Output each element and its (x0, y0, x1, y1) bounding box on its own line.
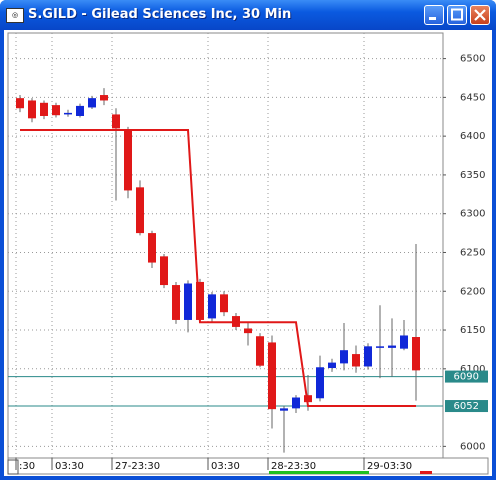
candle-body (400, 335, 408, 349)
price-label: 6090 (454, 372, 479, 383)
y-tick-label: 6350 (460, 170, 485, 181)
price-label: 6052 (454, 401, 479, 412)
scroll-box (7, 459, 19, 475)
y-tick-label: 6300 (460, 209, 485, 220)
candle-body (28, 100, 36, 119)
time-bar (420, 471, 432, 474)
time-bar (269, 471, 369, 474)
candle-body (388, 345, 396, 348)
candle-body (88, 98, 96, 108)
candle-body (76, 105, 84, 116)
x-tick-label: 28-23:30 (271, 461, 316, 472)
candle-body (136, 187, 144, 234)
window-title: S.GILD - Gilead Sciences Inc, 30 Min (28, 7, 292, 22)
minimize-button[interactable] (424, 5, 444, 25)
candle-body (316, 367, 324, 399)
candle-body (256, 336, 264, 366)
candle-body (280, 408, 288, 411)
candle-body (160, 256, 168, 286)
y-tick-label: 6100 (460, 364, 485, 375)
stop-line (20, 128, 416, 408)
chart-area: 6000 6100 6150 6200 6250 6300 6350 6400 6450 6500… (4, 30, 492, 476)
x-tick-label: 03:30 (211, 461, 240, 472)
candle-body (184, 283, 192, 320)
candle-body (52, 105, 60, 116)
candle-body (328, 362, 336, 369)
candle-body (376, 346, 384, 348)
plot-frame (7, 32, 444, 459)
price-label-box (445, 370, 488, 383)
candle-body (364, 346, 372, 367)
y-tick-label: 6500 (460, 54, 485, 65)
candle-body (40, 102, 48, 116)
candle-body (352, 354, 360, 367)
candle-body (412, 337, 420, 371)
candle-body (268, 342, 276, 410)
candle-body (64, 112, 72, 115)
y-tick-label: 6150 (460, 325, 485, 336)
candle-body (220, 294, 228, 313)
candle-body (16, 98, 24, 109)
close-button[interactable] (470, 5, 490, 25)
y-tick-label: 6200 (460, 286, 485, 297)
candle-body (112, 114, 120, 129)
candle-body (100, 95, 108, 101)
title-bar: ◎ S.GILD - Gilead Sciences Inc, 30 Min (0, 0, 496, 30)
x-tick-label: 27-23:30 (115, 461, 160, 472)
candle-body (196, 281, 204, 320)
y-tick-label: 6250 (460, 247, 485, 258)
candle-body (148, 233, 156, 263)
price-label-box (445, 400, 488, 413)
maximize-button[interactable] (447, 5, 467, 25)
y-tick-label: 6400 (460, 131, 485, 142)
candle-body (172, 285, 180, 320)
y-tick-label: 6450 (460, 92, 485, 103)
chart: 6000 6100 6150 6200 6250 6300 6350 6400 6450 6500… (7, 32, 489, 475)
candle-body (124, 129, 132, 191)
candle-body (340, 350, 348, 364)
candle-body (304, 395, 312, 403)
x-tick-label: 29-03:30 (367, 461, 412, 472)
y-tick-label: 6000 (460, 441, 485, 452)
candle-body (292, 397, 300, 409)
x-tick-label: :30 (19, 461, 35, 472)
candle-body (208, 294, 216, 319)
app-icon: ◎ (6, 8, 24, 23)
candle-body (244, 328, 252, 334)
x-tick-label: 03:30 (55, 461, 84, 472)
